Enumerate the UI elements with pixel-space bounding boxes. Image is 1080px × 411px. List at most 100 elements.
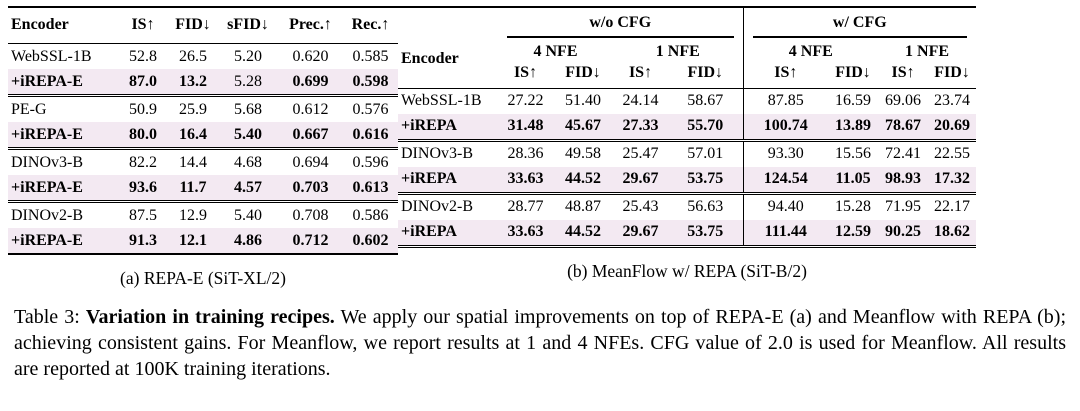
value-cell: 0.586 (343, 200, 398, 228)
value-cell: 0.576 (343, 94, 398, 122)
table-row: DINOv3-B 82.2 14.4 4.68 0.694 0.596 (8, 147, 398, 175)
figure-panels: Encoder IS↑ FID↓ sFID↓ Prec.↑ Rec.↑ WebS… (8, 6, 977, 289)
value-cell: 28.77 (498, 191, 553, 220)
wo-cfg-label: w/o CFG (589, 14, 652, 31)
value-cell: 20.69 (934, 117, 971, 134)
caption-body-text: We apply our spatial improvements on top… (14, 306, 1067, 380)
encoder-cell: DINOv3-B (398, 138, 498, 167)
caption-bold-title: Variation in training recipes. (85, 306, 335, 328)
encoder-cell: +iREPA (401, 170, 457, 187)
table-row: +iREPA-E 91.3 12.1 4.86 0.712 0.602 (8, 228, 398, 254)
value-cell: 0.667 (292, 125, 329, 143)
value-cell: 25.9 (168, 94, 218, 122)
value-cell: 53.75 (687, 223, 724, 240)
value-cell: 111.44 (742, 219, 829, 246)
value-cell: 12.1 (179, 231, 207, 249)
value-cell: 29.67 (622, 223, 659, 240)
value-cell: 0.612 (278, 94, 343, 122)
column-header-prec: Prec.↑ (278, 7, 343, 44)
panel-b: Encoder w/o CFG w/ CFG 4 NFE 1 NFE 4 NFE… (398, 6, 977, 282)
value-cell: 0.712 (292, 231, 329, 249)
meanflow-table-header: Encoder w/o CFG w/ CFG 4 NFE 1 NFE 4 NFE… (398, 7, 977, 89)
value-cell: 52.8 (129, 47, 157, 65)
value-cell: 12.9 (168, 200, 218, 228)
meanflow-table: Encoder w/o CFG w/ CFG 4 NFE 1 NFE 4 NFE… (398, 6, 977, 248)
encoder-cell: DINOv2-B (8, 200, 118, 228)
column-group-4nfe-wo: 4 NFE (533, 42, 578, 60)
value-cell: 25.47 (613, 138, 668, 167)
value-cell: 27.22 (507, 92, 544, 109)
value-cell: 5.40 (218, 200, 278, 228)
column-group-4nfe-w: 4 NFE (742, 37, 879, 62)
value-cell: 24.14 (622, 92, 659, 109)
value-cell: 4.57 (234, 178, 262, 196)
value-cell: 0.616 (352, 125, 389, 143)
column-header-is-1nfe-w: IS↑ (878, 61, 929, 89)
value-cell: 87.5 (118, 200, 168, 228)
caption-prefix: Table 3: (14, 306, 80, 328)
value-cell: 18.62 (934, 223, 971, 240)
column-header-encoder: Encoder (398, 7, 498, 89)
value-cell: 53.75 (687, 170, 724, 187)
value-cell: 29.67 (622, 170, 659, 187)
value-cell: 14.4 (168, 147, 218, 175)
column-header-is-4nfe-w: IS↑ (742, 61, 829, 89)
value-cell: 5.20 (234, 47, 262, 65)
value-cell: 0.602 (352, 231, 389, 249)
encoder-cell: DINOv2-B (398, 191, 498, 220)
panel-a: Encoder IS↑ FID↓ sFID↓ Prec.↑ Rec.↑ WebS… (8, 6, 398, 289)
value-cell: 4.68 (218, 147, 278, 175)
value-cell: 58.67 (687, 92, 724, 109)
encoder-cell: WebSSL-1B (11, 47, 92, 65)
encoder-cell: +iREPA (401, 223, 457, 240)
value-cell: 94.40 (742, 191, 829, 220)
value-cell: 45.67 (565, 117, 601, 134)
value-cell: 71.95 (878, 191, 929, 220)
column-group-wo-cfg: w/o CFG (498, 7, 743, 38)
value-cell: 87.0 (129, 72, 157, 90)
table-row: DINOv2-B 28.77 48.87 25.43 56.63 94.40 15.28 71… (398, 191, 977, 220)
repa-e-table-header: Encoder IS↑ FID↓ sFID↓ Prec.↑ Rec.↑ (8, 7, 398, 44)
value-cell: 16.4 (179, 125, 207, 143)
encoder-cell: PE-G (8, 94, 118, 122)
value-cell: 11.7 (179, 178, 207, 196)
value-cell: 33.63 (507, 170, 544, 187)
encoder-cell: +iREPA-E (11, 125, 83, 143)
value-cell: 49.58 (553, 138, 613, 167)
value-cell: 44.52 (565, 170, 601, 187)
column-header-fid-4nfe-w: FID↓ (828, 61, 879, 89)
repa-e-table-body: WebSSL-1B 52.8 26.5 5.20 0.620 0.585 +iREPA-E 8… (8, 44, 398, 254)
column-header-encoder: Encoder (8, 7, 118, 44)
value-cell: 72.41 (878, 138, 929, 167)
value-cell: 56.63 (668, 191, 744, 220)
value-cell: 5.40 (234, 125, 262, 143)
value-cell: 4.86 (234, 231, 262, 249)
column-header-fid: FID↓ (168, 7, 218, 44)
value-cell: 100.74 (742, 113, 829, 140)
column-group-1nfe-w: 1 NFE (905, 42, 950, 60)
table-row: DINOv3-B 28.36 49.58 25.47 57.01 93.30 15.56 72… (398, 138, 977, 167)
column-header-fid-4nfe-wo: FID↓ (553, 61, 613, 89)
value-cell: 98.93 (885, 170, 922, 187)
table-row: WebSSL-1B 27.22 51.40 24.14 58.67 87.85 16.59 6… (398, 88, 976, 114)
table-row: +iREPA-E 87.0 13.2 5.28 0.699 0.598 (8, 69, 398, 96)
value-cell: 11.05 (835, 170, 871, 187)
value-cell: 22.17 (928, 191, 977, 220)
value-cell: 80.0 (129, 125, 157, 143)
encoder-cell: +iREPA-E (11, 231, 83, 249)
value-cell: 93.6 (129, 178, 157, 196)
value-cell: 87.85 (742, 88, 829, 114)
value-cell: 0.596 (343, 147, 398, 175)
table-row: +iREPA 33.63 44.52 29.67 53.75 124.54 11.05 98.… (398, 166, 977, 193)
value-cell: 0.703 (292, 178, 329, 196)
table-row: PE-G 50.9 25.9 5.68 0.612 0.576 (8, 94, 398, 122)
column-header-is: IS↑ (118, 7, 168, 44)
value-cell: 0.585 (352, 47, 389, 65)
value-cell: 15.56 (828, 138, 879, 167)
table-caption: Table 3: Variation in training recipes. … (14, 304, 1066, 382)
value-cell: 17.32 (934, 170, 971, 187)
cmidrule-w-cfg (752, 36, 968, 38)
meanflow-table-body: WebSSL-1B 27.22 51.40 24.14 58.67 87.85 16.59 6… (398, 88, 977, 246)
encoder-cell: WebSSL-1B (401, 92, 482, 109)
encoder-cell: +iREPA (401, 117, 457, 134)
